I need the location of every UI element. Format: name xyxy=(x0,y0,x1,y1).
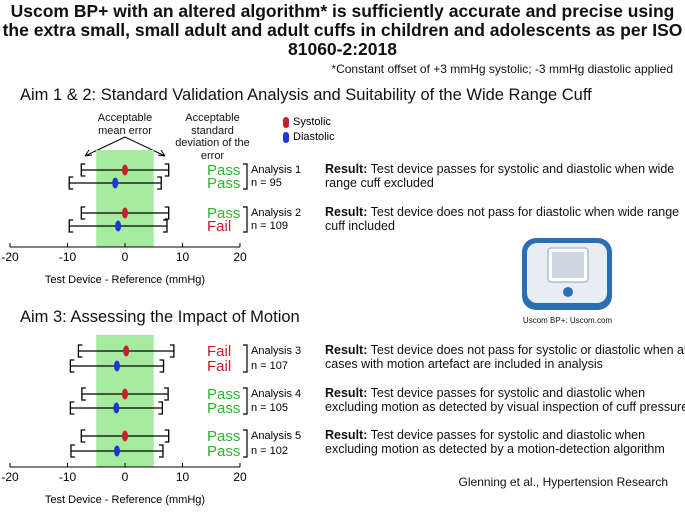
verdict: Pass xyxy=(207,400,240,417)
legend-label: Systolic xyxy=(293,116,331,128)
footer: Glenning et al., Hypertension Research xyxy=(458,475,668,489)
result-text: Test device passes for systolic and dias… xyxy=(325,386,685,414)
analysis-n: n = 95 xyxy=(251,177,282,189)
title: Uscom BP+ with an altered algorithm* is … xyxy=(2,1,683,59)
result-label: Result: xyxy=(325,428,368,442)
analysis-label: Analysis 4 xyxy=(251,388,301,400)
x-tick-label: 10 xyxy=(176,470,190,484)
verdict: Pass xyxy=(207,205,240,222)
result-label: Result: xyxy=(325,162,368,176)
result-text: Test device does not pass for systolic o… xyxy=(325,343,685,371)
bracket xyxy=(243,163,248,190)
x-tick-label: -20 xyxy=(1,250,19,264)
verdict: Pass xyxy=(207,386,240,403)
bracket xyxy=(243,429,248,458)
verdict: Pass xyxy=(207,162,240,179)
annotation-arrows xyxy=(84,136,166,157)
analysis-label: Analysis 3 xyxy=(251,345,301,357)
result-label: Result: xyxy=(325,205,368,219)
mean-marker xyxy=(123,345,130,357)
x-axis-label: Test Device - Reference (mmHg) xyxy=(45,494,205,506)
chart-title: Aim 3: Assessing the Impact of Motion xyxy=(20,308,300,326)
legend-swatch xyxy=(283,117,289,128)
x-tick-label: 10 xyxy=(176,250,190,264)
device-caption: Uscom BP+: Uscom.com xyxy=(522,316,613,325)
x-tick-label: -10 xyxy=(59,470,77,484)
x-tick-label: 0 xyxy=(122,250,129,264)
bracket xyxy=(243,206,248,233)
verdict: Pass xyxy=(207,175,240,192)
device-image xyxy=(522,238,612,310)
verdict: Pass xyxy=(207,443,240,460)
analysis-label: Analysis 1 xyxy=(251,164,301,176)
mean-marker xyxy=(122,164,128,176)
analysis-n: n = 102 xyxy=(251,445,288,457)
acceptable-band xyxy=(96,335,154,467)
analysis-n: n = 107 xyxy=(251,360,288,372)
chart-title: Aim 1 & 2: Standard Validation Analysis … xyxy=(20,86,592,104)
mean-marker xyxy=(113,445,120,457)
result: Result: Test device does not pass for di… xyxy=(325,205,685,233)
x-axis-label: Test Device - Reference (mmHg) xyxy=(45,274,205,286)
mean-marker xyxy=(113,360,120,372)
result-label: Result: xyxy=(325,343,368,357)
result-text: Test device does not pass for diastolic … xyxy=(325,205,680,233)
result-text: Test device passes for systolic and dias… xyxy=(325,162,675,190)
analysis-label: Analysis 2 xyxy=(251,207,301,219)
analysis-n: n = 105 xyxy=(251,402,288,414)
analysis-label: Analysis 5 xyxy=(251,430,301,442)
bracket xyxy=(243,344,248,373)
result: Result: Test device passes for systolic … xyxy=(325,162,685,190)
x-tick-label: 20 xyxy=(233,470,247,484)
mean-marker xyxy=(122,207,128,219)
bracket xyxy=(243,387,248,415)
analysis-n: n = 109 xyxy=(251,220,288,232)
result-text: Test device passes for systolic and dias… xyxy=(325,428,665,456)
annotation: Acceptable standard deviation of the err… xyxy=(175,112,250,162)
note: *Constant offset of +3 mmHg systolic; -3… xyxy=(331,62,673,76)
verdict: Fail xyxy=(207,358,231,375)
mean-marker xyxy=(122,388,128,400)
x-tick-label: 0 xyxy=(122,470,129,484)
legend-label: Diastolic xyxy=(293,131,335,143)
x-tick-label: 20 xyxy=(233,250,247,264)
result: Result: Test device passes for systolic … xyxy=(325,386,685,414)
verdict: Fail xyxy=(207,218,231,235)
annotation: Acceptable mean error xyxy=(97,112,153,137)
result: Result: Test device passes for systolic … xyxy=(325,428,685,456)
result: Result: Test device does not pass for sy… xyxy=(325,343,685,371)
verdict: Fail xyxy=(207,343,231,360)
x-tick-label: -20 xyxy=(1,470,19,484)
mean-marker xyxy=(122,430,128,442)
result-label: Result: xyxy=(325,386,368,400)
mean-marker xyxy=(115,220,122,232)
mean-marker xyxy=(113,402,120,414)
mean-marker xyxy=(112,177,119,189)
legend-swatch xyxy=(283,132,289,143)
verdict: Pass xyxy=(207,428,240,445)
x-tick-label: -10 xyxy=(59,250,77,264)
